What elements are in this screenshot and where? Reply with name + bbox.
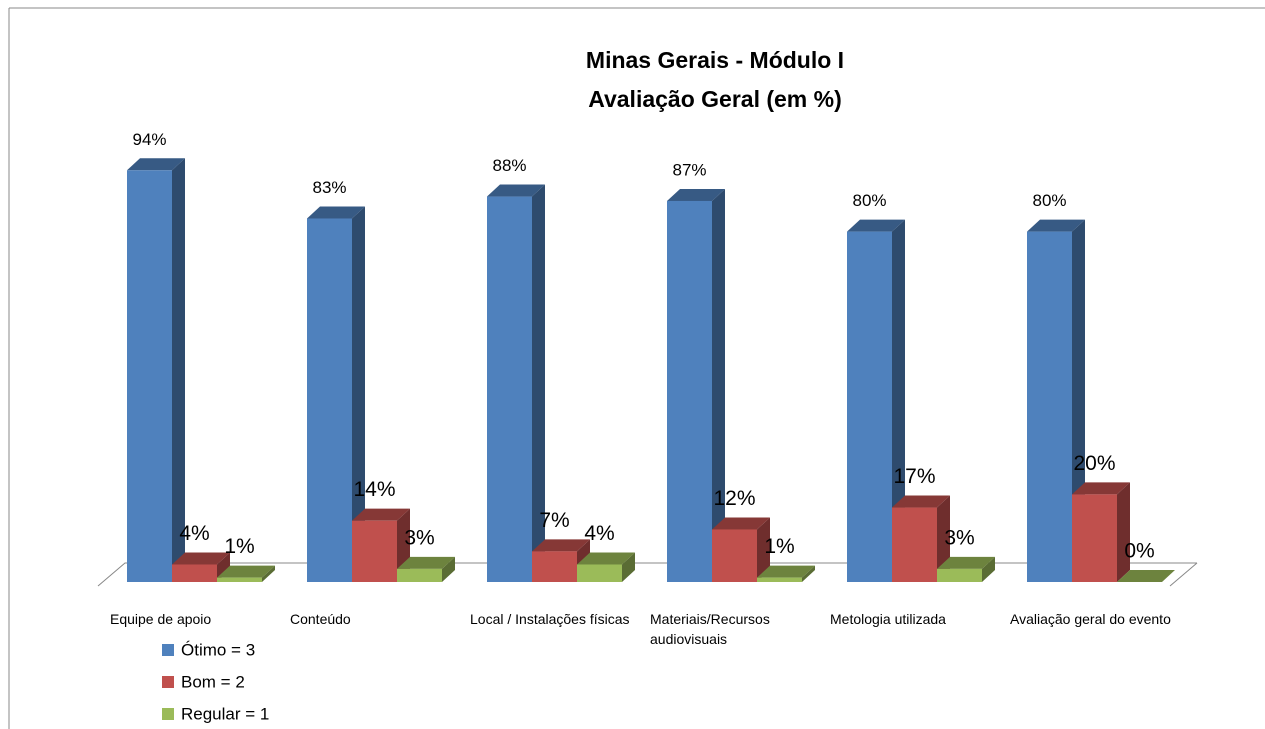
bar-face	[1117, 570, 1175, 582]
bar	[847, 219, 905, 582]
data-label: 12%	[713, 487, 755, 510]
bar-face	[217, 577, 262, 582]
bar-face	[937, 568, 982, 582]
x-tick-label: Conteúdo	[290, 611, 351, 627]
data-label: 88%	[492, 156, 526, 175]
data-label: 83%	[312, 178, 346, 197]
chart-title: Minas Gerais - Módulo I	[586, 47, 844, 73]
bar-face	[352, 206, 365, 582]
bar-face	[892, 219, 905, 582]
bar-face	[892, 495, 950, 508]
bar-face	[307, 206, 365, 219]
bar-face	[667, 188, 725, 201]
bar	[712, 517, 770, 582]
floor	[97, 562, 1197, 587]
bar-face	[757, 565, 815, 578]
bar-face	[712, 529, 757, 582]
bar-face	[1027, 219, 1085, 232]
x-tick-label: Equipe de apoio	[110, 611, 212, 627]
bar-face	[667, 200, 712, 582]
bar	[937, 556, 995, 582]
bar-face	[172, 158, 185, 582]
bar-face	[757, 577, 802, 582]
bar-face	[217, 565, 275, 578]
bar-face	[1072, 482, 1130, 495]
bar	[577, 552, 635, 582]
data-label: 0%	[1124, 540, 1154, 563]
data-label: 7%	[539, 509, 569, 532]
bar-face	[352, 508, 410, 521]
bar-face	[847, 219, 905, 232]
bar-face	[892, 507, 937, 582]
bar-face	[712, 188, 725, 582]
bar-face	[262, 565, 275, 582]
legend-swatch	[162, 676, 174, 688]
bar-face	[127, 170, 172, 582]
bar-face	[397, 556, 455, 569]
bar-face	[1072, 494, 1117, 582]
data-label: 80%	[852, 191, 886, 210]
bar	[757, 565, 815, 582]
data-label: 1%	[764, 535, 794, 558]
data-label: 3%	[944, 526, 974, 549]
bar-face	[982, 556, 995, 582]
bar-face	[577, 552, 635, 565]
bar-face	[307, 218, 352, 582]
bar-face	[757, 517, 770, 582]
x-tick-label: Materiais/Recursos audiovisuais	[650, 611, 770, 647]
data-label: 14%	[353, 478, 395, 501]
floor	[1169, 562, 1198, 587]
bar-face	[442, 556, 455, 582]
bar-face	[487, 184, 545, 197]
bar-face	[847, 231, 892, 582]
bar-face	[712, 517, 770, 530]
x-tick-label: Metologia utilizada	[830, 611, 946, 627]
bar-face	[172, 564, 217, 582]
legend-label: Regular = 1	[181, 704, 269, 723]
bar	[217, 565, 275, 582]
bar	[1072, 482, 1130, 582]
bar	[127, 158, 185, 582]
bar-face	[532, 184, 545, 582]
legend-label: Ótimo = 3	[181, 640, 255, 659]
legend-swatch	[162, 644, 174, 656]
bar	[1027, 219, 1085, 582]
x-tick-label: Local / Instalações físicas	[470, 611, 630, 627]
data-label: 4%	[179, 522, 209, 545]
bar-face	[352, 520, 397, 582]
data-label: 1%	[224, 535, 254, 558]
legend-label: Bom = 2	[181, 672, 245, 691]
bar-face	[802, 565, 815, 582]
bar-face	[1117, 482, 1130, 582]
bar-face	[532, 551, 577, 582]
data-label: 4%	[584, 522, 614, 545]
bar-face	[577, 564, 622, 582]
x-tick-label: Avaliação geral do evento	[1010, 611, 1171, 627]
legend-swatch	[162, 708, 174, 720]
bar-face	[127, 158, 185, 171]
bar-face	[172, 552, 230, 565]
bar	[667, 188, 725, 582]
bar-face	[397, 568, 442, 582]
bar-face	[532, 539, 590, 552]
bar-face	[622, 552, 635, 582]
data-label: 87%	[672, 160, 706, 179]
bar-face	[937, 556, 995, 569]
data-label: 94%	[132, 130, 166, 149]
bar-face	[1027, 231, 1072, 582]
bar	[307, 206, 365, 582]
bar	[397, 556, 455, 582]
bar	[1117, 570, 1175, 582]
data-label: 17%	[893, 465, 935, 488]
data-label: 20%	[1073, 452, 1115, 475]
chart-subtitle: Avaliação Geral (em %)	[588, 86, 842, 112]
bar-face	[487, 196, 532, 582]
bar	[352, 508, 410, 582]
bar	[487, 184, 545, 582]
data-label: 3%	[404, 526, 434, 549]
data-label: 80%	[1032, 191, 1066, 210]
